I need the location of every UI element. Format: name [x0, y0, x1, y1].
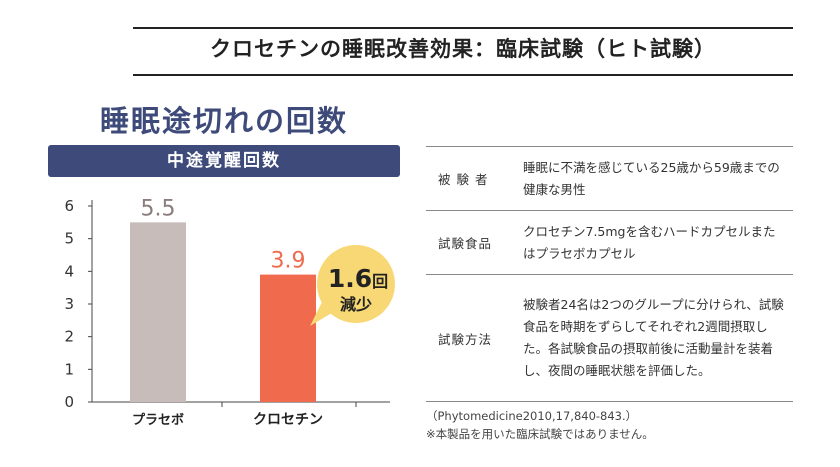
chart-title-banner: 中途覚醒回数 — [48, 145, 400, 177]
row-label-method: 試験方法 — [426, 274, 519, 402]
disclaimer: ※本製品を用いた臨床試験ではありません。 — [426, 427, 654, 441]
y-tick-label: 0 — [64, 393, 74, 411]
page-title: クロセチンの睡眠改善効果：臨床試験（ヒト試験） — [210, 37, 716, 61]
y-tick-label: 4 — [64, 262, 74, 280]
y-tick-label: 1 — [64, 360, 74, 378]
category-label: プラセボ — [132, 412, 184, 428]
y-tick-label: 3 — [64, 295, 74, 313]
row-value-test-food: クロセチン7.5mgを含むハードカプセルまたはプラセボカプセル — [519, 210, 793, 275]
reduction-number: 1.6 — [328, 264, 372, 293]
table-row: 被 験 者 睡眠に不満を感じている25歳から59歳までの健康な男性 — [426, 146, 793, 211]
table-row: 試験食品 クロセチン7.5mgを含むハードカプセルまたはプラセボカプセル — [426, 210, 793, 275]
y-tick-label: 6 — [64, 197, 74, 215]
chart-bars: 5.5 プラセボ 3.9 クロセチン — [130, 196, 323, 428]
reduction-text: 減少 — [340, 295, 372, 314]
callout-circle — [317, 245, 395, 323]
citation: （Phytomedicine2010,17,840-843.） — [426, 409, 638, 423]
row-label-subjects: 被 験 者 — [426, 146, 519, 211]
bar — [130, 222, 186, 402]
data-label: 5.5 — [141, 196, 176, 221]
row-value-subjects: 睡眠に不満を感じている25歳から59歳までの健康な男性 — [519, 146, 793, 211]
y-tick-label: 5 — [64, 230, 74, 248]
reduction-unit: 回 — [372, 272, 388, 291]
title-rule-top — [133, 27, 793, 29]
y-tick-label: 2 — [64, 328, 74, 346]
title-rule-bottom — [133, 74, 793, 76]
data-label: 3.9 — [271, 249, 306, 274]
reduction-value: 1.6回 — [328, 264, 388, 293]
category-label: クロセチン — [253, 412, 323, 428]
study-info-table: 被 験 者 睡眠に不満を感じている25歳から59歳までの健康な男性 試験食品 ク… — [426, 146, 793, 402]
bar — [260, 274, 316, 402]
chart-heading: 睡眠途切れの回数 — [100, 104, 349, 138]
row-label-test-food: 試験食品 — [426, 210, 519, 275]
row-value-method: 被験者24名は2つのグループに分けられ、試験食品を時期をずらしてそれぞれ2週間摂… — [519, 274, 793, 402]
table-row: 試験方法 被験者24名は2つのグループに分けられ、試験食品を時期をずらしてそれぞ… — [426, 274, 793, 402]
